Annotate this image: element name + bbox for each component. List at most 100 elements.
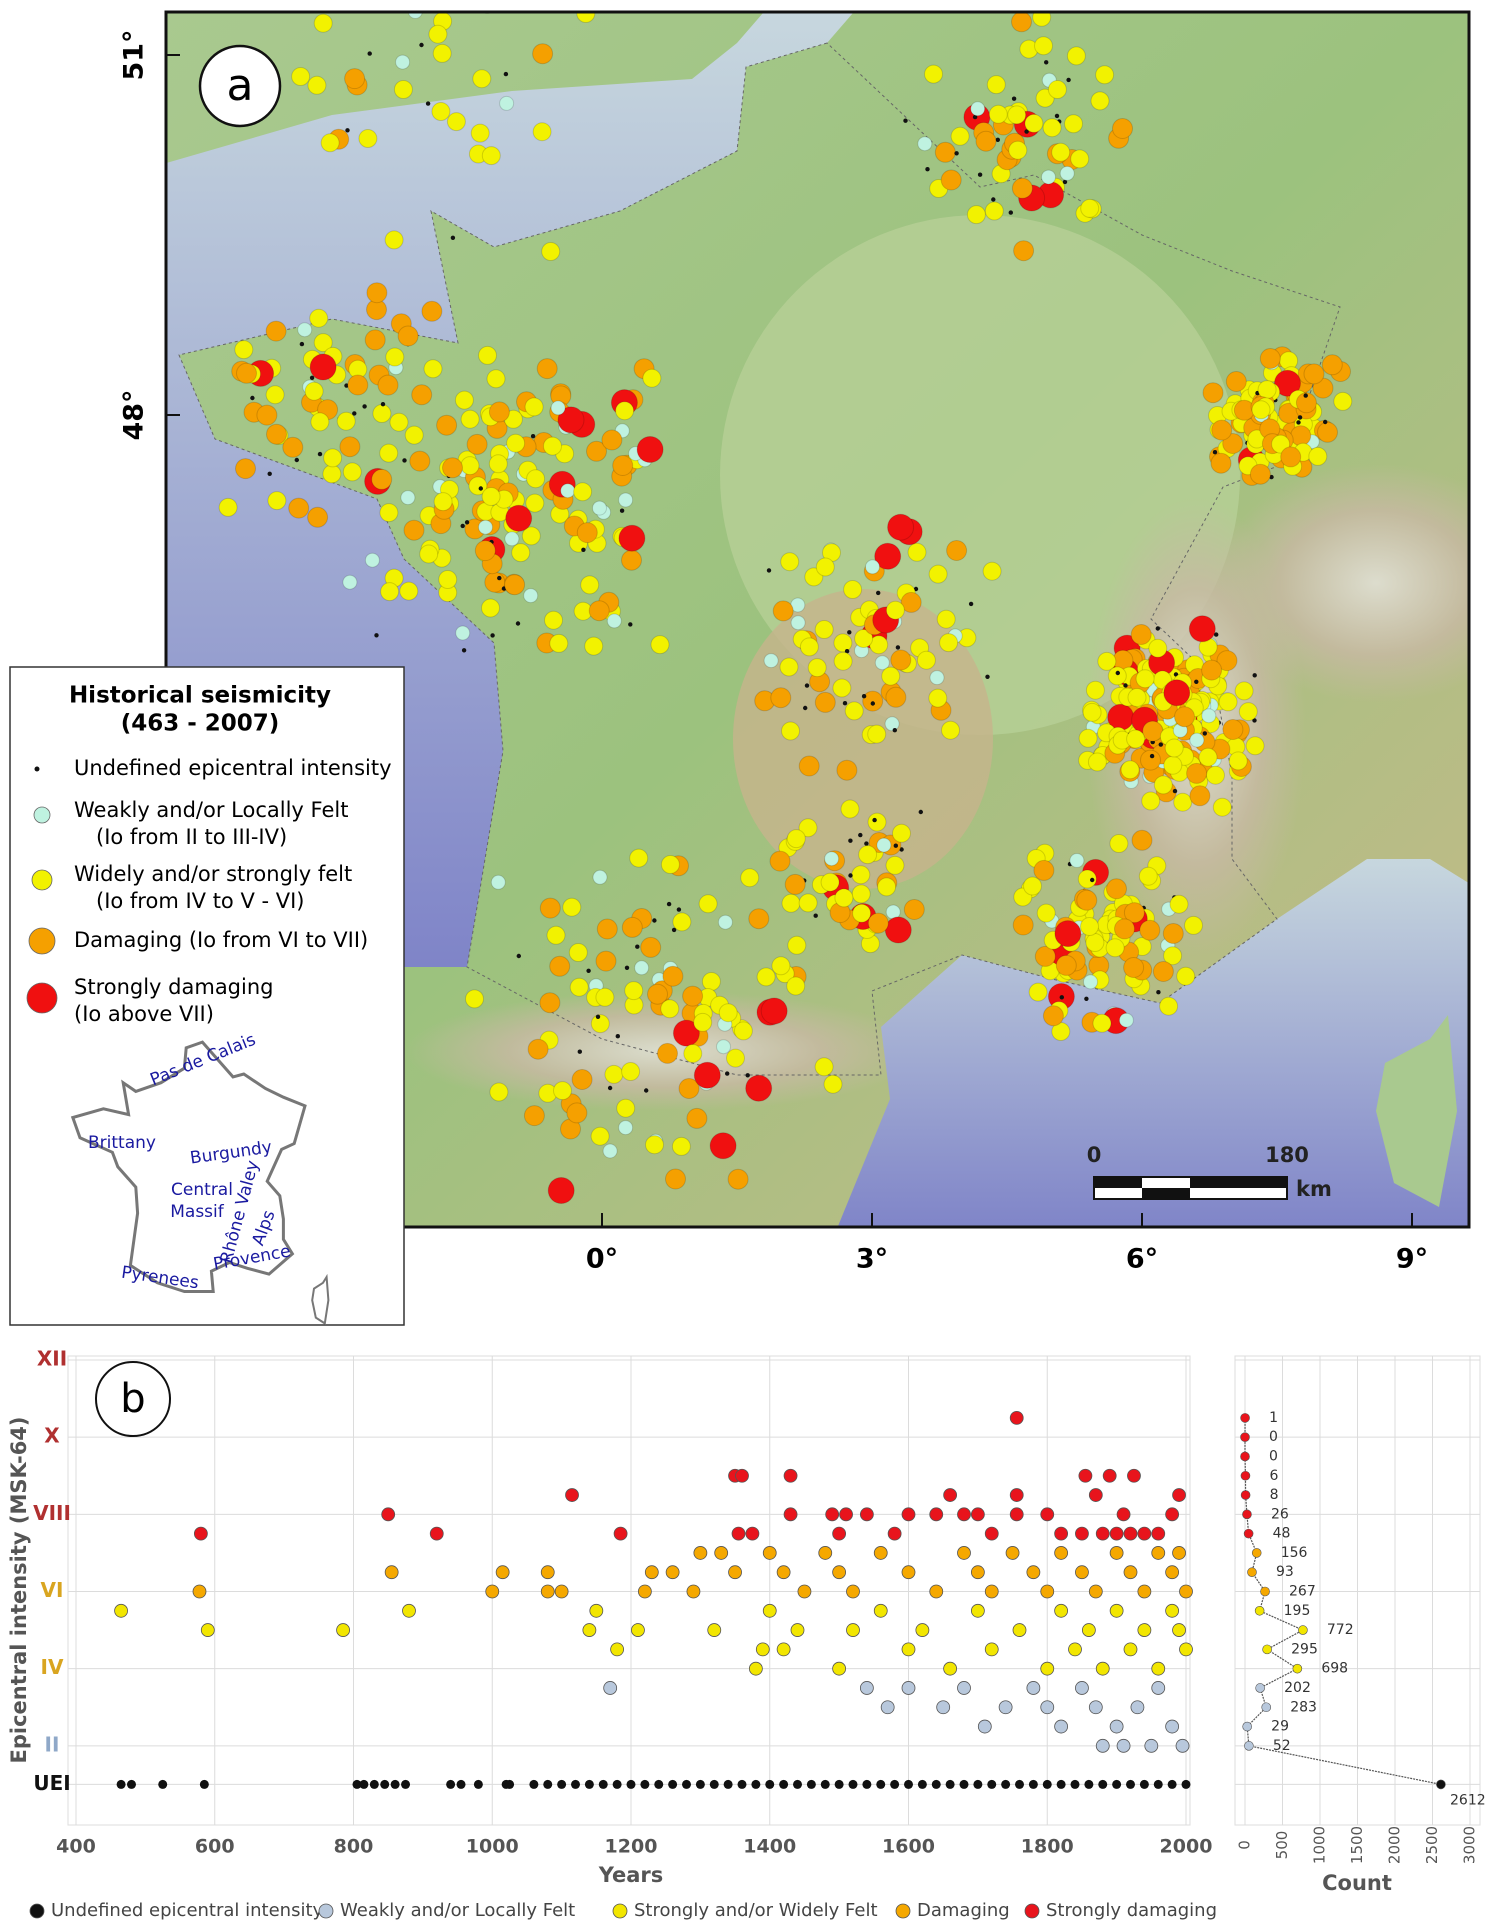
epicenter-texture xyxy=(481,487,501,506)
count-label: 283 xyxy=(1290,1699,1317,1715)
x-tick-label: 1000 xyxy=(466,1836,519,1858)
x-tick-label: 1800 xyxy=(1021,1836,1074,1858)
epicenter-texture xyxy=(478,486,483,491)
epicenter-texture xyxy=(903,899,925,920)
point xyxy=(707,1623,722,1637)
point xyxy=(1109,1526,1124,1541)
epicenter-texture xyxy=(1077,869,1097,889)
panel-label-circle xyxy=(95,1361,171,1437)
epicenter-texture xyxy=(435,0,453,7)
epicenter-texture xyxy=(371,468,393,490)
epicenter-texture xyxy=(1142,720,1164,742)
epicenter-texture xyxy=(836,759,858,781)
epicenter-texture xyxy=(372,404,392,423)
epicenter-texture xyxy=(881,666,901,686)
point xyxy=(495,1565,510,1580)
epicenter-texture xyxy=(903,118,908,123)
epicenter-texture xyxy=(1202,382,1224,404)
epicenter-texture xyxy=(543,436,562,456)
point xyxy=(1181,1779,1191,1789)
epicenter-texture xyxy=(342,462,362,482)
epicenter-texture xyxy=(309,375,315,380)
epicenter-texture xyxy=(460,523,465,529)
lon-tick-label: 3° xyxy=(856,1244,888,1275)
epicenter-texture xyxy=(717,914,733,930)
epicenter-texture xyxy=(1153,775,1173,795)
epicenter-texture xyxy=(877,877,897,897)
epicenter-texture xyxy=(725,1071,730,1076)
epicenter-texture xyxy=(616,1098,636,1118)
epicenter-texture xyxy=(966,205,986,225)
epicenter-texture xyxy=(916,650,936,670)
epicenter-texture xyxy=(615,401,635,421)
epicenter-texture xyxy=(1274,369,1301,397)
epicenter-texture xyxy=(807,658,827,678)
point xyxy=(1137,1584,1152,1599)
epicenter-texture xyxy=(1080,198,1100,218)
point xyxy=(200,1623,215,1637)
epicenter-texture xyxy=(553,1081,572,1101)
epicenter-texture xyxy=(347,374,369,396)
epicenter-texture xyxy=(865,559,880,575)
lat-tick-label: 51° xyxy=(119,29,150,80)
epicenter-texture xyxy=(1317,421,1338,443)
epicenter-texture xyxy=(546,925,566,945)
epicenter-texture xyxy=(1189,785,1211,807)
point xyxy=(352,1779,362,1789)
epicenter-texture xyxy=(454,390,474,410)
epicenter-texture xyxy=(1083,974,1098,990)
epicenter-texture xyxy=(297,322,313,338)
point xyxy=(1144,1738,1159,1753)
epicenter-texture xyxy=(1202,731,1208,736)
epicenter-texture xyxy=(576,522,598,544)
point xyxy=(735,1468,749,1483)
point xyxy=(1139,1779,1149,1789)
epicenter-texture xyxy=(481,598,500,618)
epicenter-texture xyxy=(442,457,463,479)
point xyxy=(1172,1546,1186,1560)
epicenter-texture xyxy=(972,114,978,120)
epicenter-texture xyxy=(814,1057,834,1077)
epicenter-texture xyxy=(313,13,333,33)
point xyxy=(901,1642,916,1657)
point xyxy=(901,1565,916,1580)
epicenter-texture xyxy=(421,300,443,322)
epicenter-texture xyxy=(726,1048,745,1068)
epicenter-texture xyxy=(672,912,692,932)
epicenter-texture xyxy=(389,412,409,432)
epicenter-texture xyxy=(1085,933,1105,952)
point xyxy=(473,1779,483,1789)
point xyxy=(832,1565,847,1580)
point xyxy=(957,1546,971,1560)
point xyxy=(1054,1603,1069,1618)
point xyxy=(832,1526,847,1541)
point xyxy=(505,1779,515,1789)
epicenter-texture xyxy=(1011,96,1017,101)
epicenter-texture xyxy=(892,823,911,843)
epicenter-texture xyxy=(645,1135,664,1155)
epicenter-texture xyxy=(1059,165,1075,181)
epicenter-texture xyxy=(907,542,927,562)
epicenter-texture xyxy=(852,903,872,923)
legend-title: Historical seismicity xyxy=(69,683,331,709)
epicenter-texture xyxy=(885,686,907,708)
epicenter-texture xyxy=(323,448,343,468)
epicenter-texture xyxy=(779,657,799,677)
epicenter-texture xyxy=(1123,683,1128,688)
epicenter-texture xyxy=(489,1082,509,1102)
epicenter-texture xyxy=(433,492,453,512)
epicenter-texture xyxy=(562,897,582,917)
epicenter-texture xyxy=(740,868,760,888)
epicenter-texture xyxy=(1127,688,1147,707)
epicenter-texture xyxy=(234,340,254,360)
count-label: 0 xyxy=(1269,1448,1278,1464)
epicenter-texture xyxy=(1303,363,1325,385)
epicenter-texture xyxy=(1271,434,1291,454)
point xyxy=(984,1642,999,1657)
epicenter-texture xyxy=(592,500,607,516)
epicenter-texture xyxy=(266,423,287,445)
point xyxy=(1012,1623,1027,1637)
count-point xyxy=(1240,1490,1251,1500)
epicenter-texture xyxy=(928,564,948,584)
inset-label: Massif xyxy=(170,1202,225,1222)
